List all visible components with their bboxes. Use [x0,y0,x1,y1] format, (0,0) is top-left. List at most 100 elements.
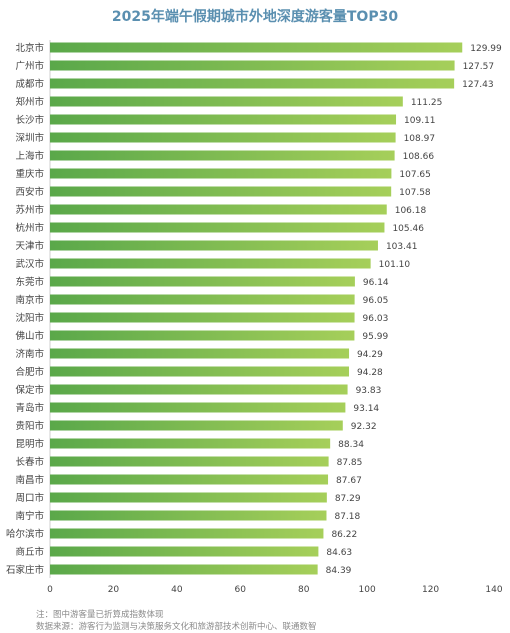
category-label: 西安市 [15,186,44,198]
value-label: 95.99 [362,332,388,342]
value-label: 96.05 [363,296,389,306]
bar [50,438,331,449]
bar [50,564,318,575]
bar [50,312,355,323]
x-tick-label: 80 [298,585,310,595]
value-label: 92.32 [351,422,377,432]
value-label: 108.97 [404,134,436,144]
bar [50,294,355,305]
bar [50,78,455,89]
category-label: 郑州市 [15,96,44,108]
bar [50,258,371,269]
value-label: 94.28 [357,368,383,378]
value-label: 87.67 [336,476,362,486]
bar [50,114,397,125]
x-tick-label: 60 [235,585,247,595]
bar [50,168,392,179]
bar [50,510,327,521]
category-label: 合肥市 [15,366,44,378]
value-label: 87.18 [334,512,360,522]
bar [50,366,350,377]
value-label: 105.46 [392,224,424,234]
category-label: 济南市 [15,348,44,360]
bar [50,186,392,197]
category-label: 深圳市 [15,132,44,144]
value-label: 127.43 [462,80,494,90]
value-label: 111.25 [411,98,443,108]
category-label: 东莞市 [15,276,44,288]
bar [50,96,403,107]
value-label: 88.34 [338,440,364,450]
bar [50,222,385,233]
value-label: 109.11 [404,116,436,126]
bar [50,402,346,413]
category-label: 南京市 [15,294,44,306]
category-label: 武汉市 [15,258,44,270]
value-label: 107.58 [399,188,431,198]
category-label: 商丘市 [15,546,44,558]
category-label: 石家庄市 [6,564,45,576]
x-tick-label: 100 [359,585,376,595]
bar [50,42,463,53]
data-source: 数据来源：游客行为监测与决策服务文化和旅游部技术创新中心、联通数智 [36,622,317,632]
bar [50,150,395,161]
bar [50,348,350,359]
category-label: 昆明市 [15,438,44,450]
bars [50,42,463,575]
category-label: 长沙市 [15,114,44,126]
bar [50,420,343,431]
bar [50,330,355,341]
category-label: 青岛市 [15,402,44,414]
value-label: 108.66 [403,152,435,162]
x-tick-label: 0 [47,585,53,595]
value-label: 129.99 [470,44,502,54]
x-tick-label: 140 [485,585,502,595]
category-label: 上海市 [15,150,44,162]
x-tick-label: 20 [108,585,120,595]
value-label: 96.03 [363,314,389,324]
category-label: 周口市 [15,492,44,504]
category-label: 贵阳市 [15,420,44,432]
labels: 北京市 129.99 广州市 127.57 成都市 127.43 郑州市 111.25 长沙市 1… [6,42,502,576]
axes: 0 20 40 60 80 100 120 140 [47,40,503,595]
bar [50,528,324,539]
x-tick-label: 120 [422,585,439,595]
category-label: 杭州市 [15,222,44,234]
value-label: 87.29 [335,494,361,504]
bar [50,546,319,557]
category-label: 广州市 [15,60,44,72]
value-label: 101.10 [379,260,411,270]
bar [50,384,348,395]
bar [50,132,396,143]
category-label: 重庆市 [15,168,44,180]
bar [50,60,455,71]
value-label: 107.65 [399,170,431,180]
bar [50,276,355,287]
value-label: 103.41 [386,242,418,252]
value-label: 96.14 [363,278,389,288]
category-label: 天津市 [15,240,44,252]
chart-title: 2025年端午假期城市外地深度游客量TOP30 [111,9,399,25]
category-label: 沈阳市 [15,312,44,324]
chart-note: 注：图中游客量已折算成指数体现 [36,610,164,620]
x-tick-label: 40 [171,585,183,595]
value-label: 84.39 [326,566,352,576]
category-label: 长春市 [15,456,44,468]
category-label: 保定市 [15,384,44,396]
bar [50,456,329,467]
category-label: 南宁市 [15,510,44,522]
bar [50,492,327,503]
bar [50,474,329,485]
value-label: 94.29 [357,350,383,360]
category-label: 哈尔滨市 [6,528,45,540]
value-label: 106.18 [395,206,427,216]
bar [50,204,387,215]
value-label: 127.57 [463,62,495,72]
value-label: 86.22 [331,530,357,540]
bar [50,240,378,251]
category-label: 成都市 [15,78,44,90]
value-label: 87.85 [337,458,363,468]
category-label: 北京市 [15,42,44,54]
category-label: 南昌市 [15,474,44,486]
